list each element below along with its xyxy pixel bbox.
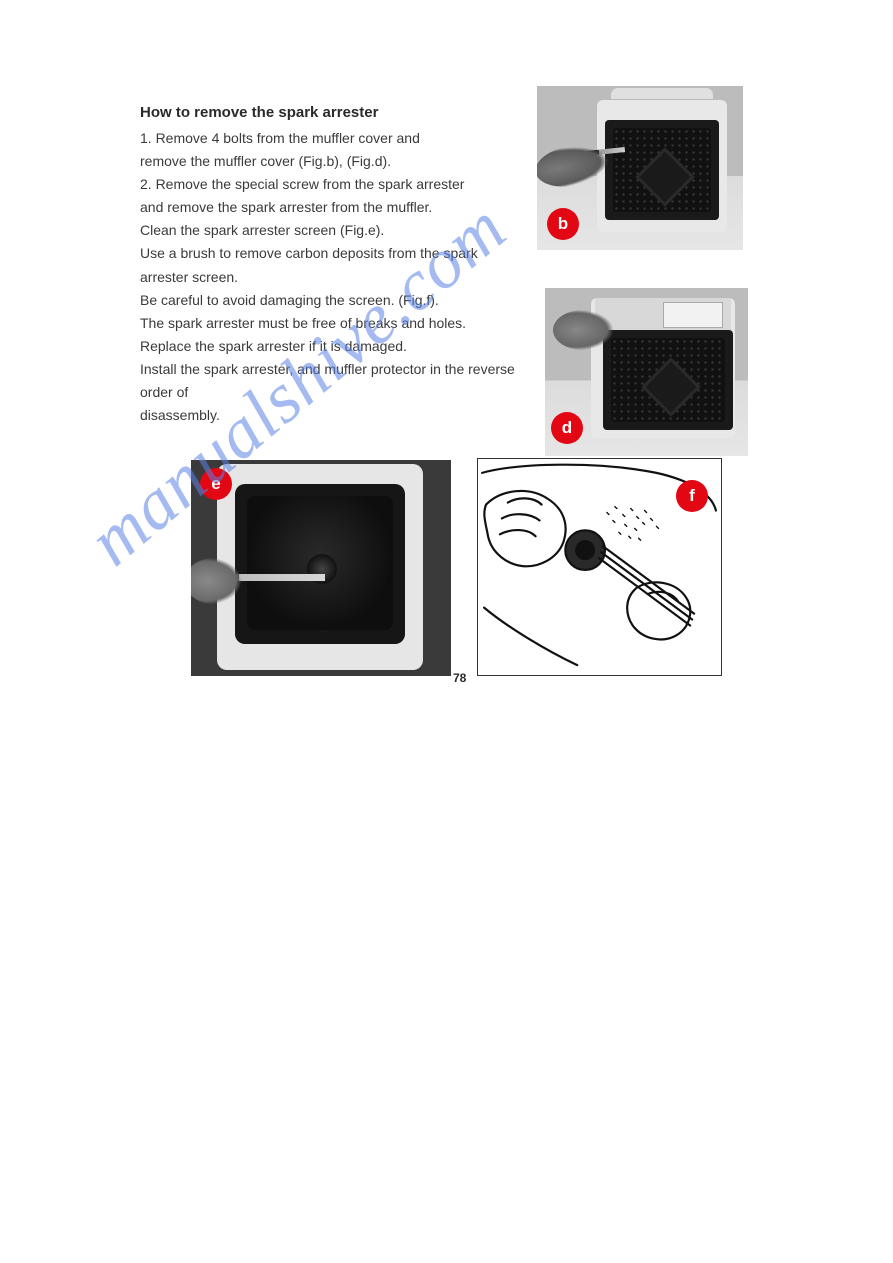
figure-label-d: d (551, 412, 583, 444)
body-line: and remove the spark arrester from the m… (140, 196, 520, 219)
hand-icon (553, 310, 613, 350)
figure-e (191, 460, 451, 676)
body-line: Use a brush to remove carbon deposits fr… (140, 242, 520, 288)
figure-e-scene (191, 460, 451, 676)
body-line: Replace the spark arrester if it is dama… (140, 335, 520, 358)
generator-grille (605, 120, 719, 220)
body-line: The spark arrester must be free of break… (140, 312, 520, 335)
body-line: Install the spark arrester, and muffler … (140, 358, 520, 404)
instruction-text-column: How to remove the spark arrester 1. Remo… (140, 104, 520, 427)
body-line: Clean the spark arrester screen (Fig.e). (140, 219, 520, 242)
generator-top-panel (595, 298, 731, 332)
instruction-body: 1. Remove 4 bolts from the muffler cover… (140, 127, 520, 427)
body-line: Be careful to avoid damaging the screen.… (140, 289, 520, 312)
figure-label-f: f (676, 480, 708, 512)
page-number: 78 (453, 671, 466, 685)
figure-label-b: b (547, 208, 579, 240)
generator-grille (603, 330, 733, 430)
manual-page: How to remove the spark arrester 1. Remo… (0, 0, 893, 1263)
body-line: 2. Remove the special screw from the spa… (140, 173, 520, 196)
body-line: remove the muffler cover (Fig.b), (Fig.d… (140, 150, 520, 173)
body-line: 1. Remove 4 bolts from the muffler cover… (140, 127, 520, 150)
figure-label-e: e (200, 468, 232, 500)
section-heading: How to remove the spark arrester (140, 104, 520, 121)
body-line: disassembly. (140, 404, 520, 427)
